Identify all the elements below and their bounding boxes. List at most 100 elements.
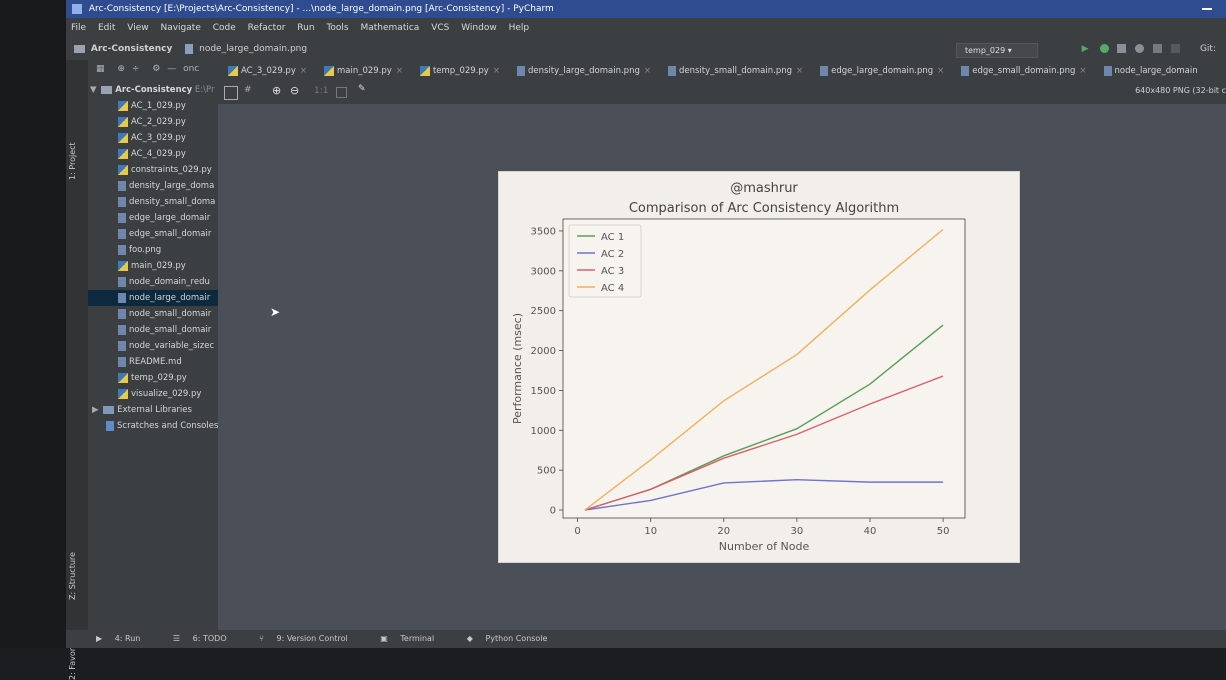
tree-item[interactable]: main_029.py — [88, 258, 218, 274]
menu-mathematica[interactable]: Mathematica — [360, 23, 420, 33]
layout-icon[interactable]: ▦ — [96, 64, 105, 74]
file-icon — [118, 292, 126, 303]
tree-item[interactable]: README.md — [88, 354, 218, 370]
menu-edit[interactable]: Edit — [97, 23, 116, 33]
legend-box — [568, 224, 642, 298]
tree-item[interactable]: visualize_029.py — [88, 386, 218, 402]
image-viewer-toolbar: # ⊕ ⊖ 1:1 ✎ — [218, 82, 1226, 104]
fit-zoom-icon[interactable] — [224, 86, 238, 100]
build-icon[interactable] — [1153, 44, 1163, 53]
tree-item[interactable]: AC_4_029.py — [88, 146, 218, 162]
breadcrumb-project[interactable]: Arc-Consistency — [90, 44, 173, 54]
hide-icon[interactable]: — — [167, 64, 177, 74]
tree-external-libraries[interactable]: ▶ External Libraries — [88, 402, 218, 418]
project-tool-tab[interactable]: 1: Project — [68, 142, 77, 180]
editor-tab[interactable]: node_large_domain — [1094, 60, 1205, 82]
close-icon[interactable]: × — [1079, 66, 1087, 76]
tree-item[interactable]: node_large_domair — [88, 290, 218, 306]
menu-file[interactable]: File — [71, 23, 87, 33]
tree-item[interactable]: temp_029.py — [88, 370, 218, 386]
locate-icon[interactable]: ⊕ — [117, 64, 125, 74]
actual-size-icon[interactable]: 1:1 — [314, 86, 329, 96]
screen-bezel — [0, 0, 66, 648]
color-picker-icon[interactable]: ✎ — [358, 84, 366, 94]
chevron-down-icon: ▼ — [90, 85, 97, 95]
file-icon — [118, 340, 126, 351]
tree-item[interactable]: node_domain_redu — [88, 274, 218, 290]
tree-item[interactable]: edge_large_domair — [88, 210, 218, 226]
editor-tab[interactable]: density_small_domain.png × — [658, 60, 810, 82]
coverage-icon[interactable] — [1117, 44, 1127, 53]
gear-icon[interactable]: ⚙ — [152, 64, 161, 74]
version-control-tab[interactable]: ⑂ 9: Version Control — [259, 634, 348, 643]
close-icon[interactable]: × — [643, 66, 651, 76]
structure-tool-tab[interactable]: Z: Structure — [68, 552, 77, 600]
tree-item[interactable]: density_large_doma — [88, 178, 218, 194]
x-tick-label: 0 — [574, 526, 580, 537]
editor-tab[interactable]: temp_029.py × — [410, 60, 507, 82]
editor-tab[interactable]: main_029.py × — [314, 60, 410, 82]
close-icon[interactable]: × — [299, 66, 307, 76]
close-icon[interactable]: × — [395, 66, 403, 76]
menu-help[interactable]: Help — [508, 23, 530, 33]
tree-item[interactable]: density_small_doma — [88, 194, 218, 210]
python-file-icon — [118, 148, 128, 159]
menu-run[interactable]: Run — [297, 23, 315, 33]
editor-tab-label: AC_3_029.py — [241, 66, 296, 76]
stop-icon[interactable] — [1171, 44, 1180, 53]
tree-item-label: density_small_doma — [129, 197, 216, 207]
zoom-out-icon[interactable]: ⊖ — [290, 84, 300, 97]
y-tick-label: 2000 — [531, 346, 556, 357]
tree-item[interactable]: node_variable_sizec — [88, 338, 218, 354]
tree-item[interactable]: AC_1_029.py — [88, 98, 218, 114]
run-config-dropdown[interactable]: temp_029 ▾ — [956, 43, 1038, 58]
profile-icon[interactable] — [1135, 44, 1145, 53]
grid-icon[interactable]: # — [244, 85, 252, 95]
y-tick-label: 500 — [537, 466, 556, 477]
close-icon[interactable]: × — [937, 66, 945, 76]
tree-item[interactable]: foo.png — [88, 242, 218, 258]
run-tab[interactable]: ▶ 4: Run — [96, 634, 141, 643]
run-icon[interactable]: ▶ — [1081, 44, 1089, 54]
tree-item[interactable]: AC_3_029.py — [88, 130, 218, 146]
close-icon[interactable]: × — [796, 66, 804, 76]
close-icon[interactable]: × — [492, 66, 500, 76]
x-tick-label: 40 — [864, 526, 877, 537]
breadcrumb-file[interactable]: node_large_domain.png — [199, 44, 308, 54]
tree-item-label: AC_4_029.py — [131, 149, 186, 159]
series-line-ac-3 — [584, 375, 944, 511]
menu-code[interactable]: Code — [212, 23, 236, 33]
menu-view[interactable]: View — [127, 23, 149, 33]
todo-tab[interactable]: ☰ 6: TODO — [172, 634, 227, 643]
debug-icon[interactable] — [1099, 44, 1109, 53]
editor-tab[interactable]: density_large_domain.png × — [507, 60, 658, 82]
tree-scratches[interactable]: Scratches and Consoles — [88, 418, 218, 434]
python-file-icon — [419, 65, 430, 76]
image-file-icon — [185, 43, 194, 54]
tree-item-label: edge_large_domair — [129, 213, 211, 223]
terminal-tab[interactable]: ▣ Terminal — [380, 634, 435, 643]
menu-window[interactable]: Window — [461, 23, 497, 33]
tree-item[interactable]: edge_small_domair — [88, 226, 218, 242]
menu-navigate[interactable]: Navigate — [160, 23, 201, 33]
tree-item-label: AC_1_029.py — [131, 101, 186, 111]
editor-tab[interactable]: edge_large_domain.png × — [810, 60, 951, 82]
python-file-icon — [118, 116, 128, 127]
menu-tools[interactable]: Tools — [326, 23, 349, 33]
menu-vcs[interactable]: VCS — [431, 23, 450, 33]
tree-item[interactable]: node_small_domair — [88, 306, 218, 322]
editor-tab[interactable]: edge_small_domain.png × — [951, 60, 1093, 82]
editor-tab-label: node_large_domain — [1114, 66, 1198, 76]
editor-tab[interactable]: AC_3_029.py × — [218, 60, 314, 82]
python-console-tab[interactable]: ◆ Python Console — [466, 634, 548, 643]
background-icon[interactable] — [336, 87, 347, 98]
collapse-icon[interactable]: ÷ — [131, 64, 140, 74]
tree-root[interactable]: ▼ Arc-Consistency E:\Pr — [88, 82, 218, 98]
tree-item[interactable]: node_small_domair — [88, 322, 218, 338]
tree-item[interactable]: constraints_029.py — [88, 162, 218, 178]
minimize-button[interactable] — [1202, 8, 1212, 10]
x-tick-label: 20 — [717, 526, 730, 537]
menu-refactor[interactable]: Refactor — [247, 23, 286, 33]
tree-item[interactable]: AC_2_029.py — [88, 114, 218, 130]
zoom-in-icon[interactable]: ⊕ — [272, 84, 282, 97]
